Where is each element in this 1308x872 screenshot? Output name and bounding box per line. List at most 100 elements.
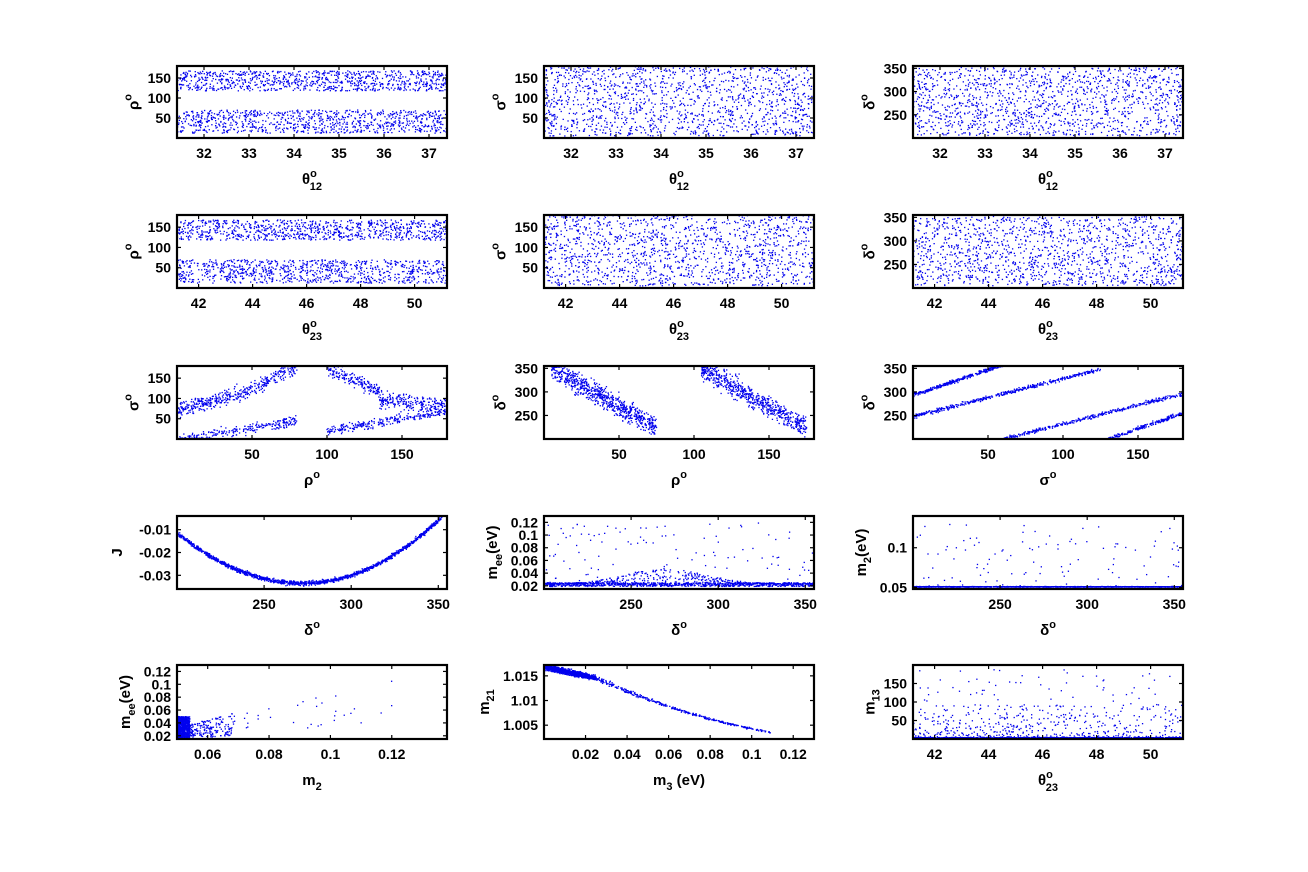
data-point <box>319 120 321 123</box>
data-point <box>1100 123 1102 125</box>
data-point <box>1131 134 1133 136</box>
data-point <box>556 81 559 84</box>
data-point <box>323 131 325 134</box>
data-point <box>419 86 421 89</box>
data-point <box>324 263 326 266</box>
data-point <box>1136 84 1138 87</box>
data-point <box>746 112 749 115</box>
data-point <box>941 96 943 98</box>
data-point <box>250 114 252 116</box>
data-point <box>214 124 217 127</box>
data-point <box>326 111 328 114</box>
data-point <box>1103 96 1106 98</box>
data-point <box>704 71 706 74</box>
data-point <box>260 112 262 114</box>
data-point <box>379 85 382 87</box>
data-point <box>671 118 674 121</box>
data-point <box>223 266 226 268</box>
data-point <box>227 79 229 81</box>
data-point <box>1016 100 1018 102</box>
data-point <box>598 117 600 119</box>
data-point <box>1113 99 1115 102</box>
data-point <box>659 131 661 133</box>
data-point <box>1143 67 1145 69</box>
data-point <box>785 96 787 99</box>
data-point <box>267 88 270 90</box>
data-point <box>968 95 970 97</box>
data-point <box>221 82 223 84</box>
data-point <box>1014 131 1016 133</box>
data-point <box>653 127 655 129</box>
data-point <box>547 95 549 97</box>
data-point <box>1123 107 1126 109</box>
data-point <box>763 116 765 118</box>
data-point <box>416 81 418 83</box>
data-point <box>1014 112 1016 114</box>
data-point <box>234 84 237 87</box>
data-point <box>213 113 216 115</box>
data-point <box>183 71 185 74</box>
data-point <box>238 79 241 82</box>
data-point <box>568 78 570 81</box>
data-point <box>606 126 608 128</box>
data-point <box>586 98 589 101</box>
data-point <box>1086 91 1088 94</box>
data-point <box>445 78 447 81</box>
data-point <box>349 132 351 134</box>
x-tick-label: 36 <box>1112 145 1128 161</box>
data-point <box>219 125 221 127</box>
data-point <box>978 109 980 111</box>
data-point <box>431 127 433 129</box>
data-point <box>378 278 380 280</box>
data-point <box>645 79 647 81</box>
data-point <box>376 78 379 80</box>
data-point <box>1013 103 1016 105</box>
data-point <box>928 108 931 111</box>
data-point <box>620 95 623 97</box>
data-point <box>195 125 197 127</box>
data-point <box>310 237 312 239</box>
data-point <box>217 129 219 132</box>
data-point <box>391 71 394 73</box>
data-point <box>399 117 401 119</box>
data-point <box>321 119 323 121</box>
data-point <box>1142 103 1145 105</box>
data-point <box>306 82 308 84</box>
data-point <box>362 82 365 84</box>
data-point <box>396 231 398 233</box>
data-point <box>993 77 996 79</box>
data-point <box>806 82 809 84</box>
data-point <box>1153 80 1155 82</box>
data-point <box>678 113 680 115</box>
data-point <box>354 82 356 85</box>
data-point <box>207 119 209 122</box>
data-point <box>356 90 358 92</box>
data-point <box>218 113 220 116</box>
data-point <box>313 120 316 122</box>
data-point <box>198 120 200 123</box>
data-point <box>235 123 238 126</box>
data-point <box>1037 98 1039 100</box>
data-point <box>357 82 359 84</box>
data-point <box>752 91 754 94</box>
data-point <box>361 89 363 91</box>
data-point <box>719 84 721 86</box>
data-point <box>1060 81 1062 83</box>
data-point <box>917 80 919 82</box>
data-point <box>201 72 203 75</box>
data-point <box>572 103 575 106</box>
data-point <box>334 86 336 89</box>
data-point <box>740 69 742 71</box>
data-point <box>741 128 743 131</box>
data-point <box>553 93 555 96</box>
data-point <box>253 233 255 236</box>
data-point <box>431 87 433 89</box>
data-point <box>803 114 805 116</box>
data-point <box>1089 106 1091 109</box>
data-point <box>1152 129 1154 131</box>
data-point <box>1128 83 1130 85</box>
data-point <box>415 77 418 79</box>
data-point <box>438 75 440 78</box>
data-point <box>1109 72 1112 75</box>
data-point <box>1013 76 1015 78</box>
